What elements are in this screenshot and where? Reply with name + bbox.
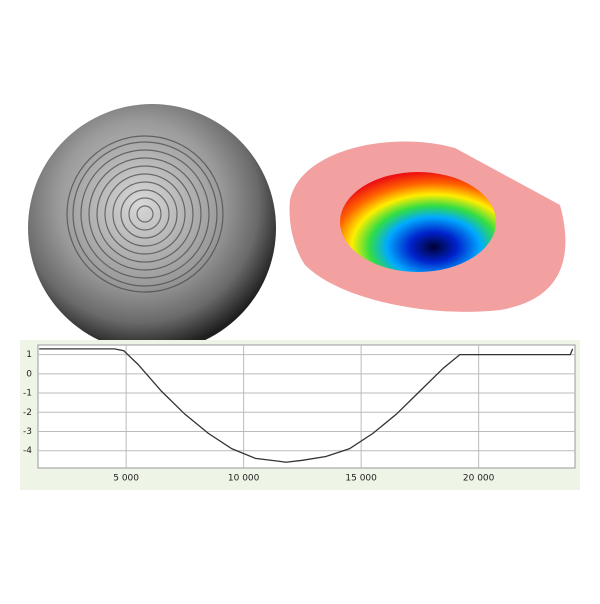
x-tick-label: 15 000: [345, 474, 377, 484]
interferogram-image: [28, 104, 276, 352]
y-tick-label: 0: [26, 369, 32, 379]
y-tick-label: -3: [23, 427, 32, 437]
line-chart: [20, 340, 580, 490]
x-tick-label: 20 000: [463, 474, 495, 484]
y-tick-label: 1: [26, 350, 32, 360]
surface-3d-image: [289, 141, 566, 312]
y-tick-label: -4: [23, 446, 32, 456]
y-tick-label: -2: [23, 408, 32, 418]
x-tick-label: 5 000: [113, 474, 139, 484]
data-line: [39, 348, 574, 463]
y-tick-label: -1: [23, 389, 32, 399]
plot-area: [37, 344, 576, 469]
x-tick-label: 10 000: [228, 474, 260, 484]
